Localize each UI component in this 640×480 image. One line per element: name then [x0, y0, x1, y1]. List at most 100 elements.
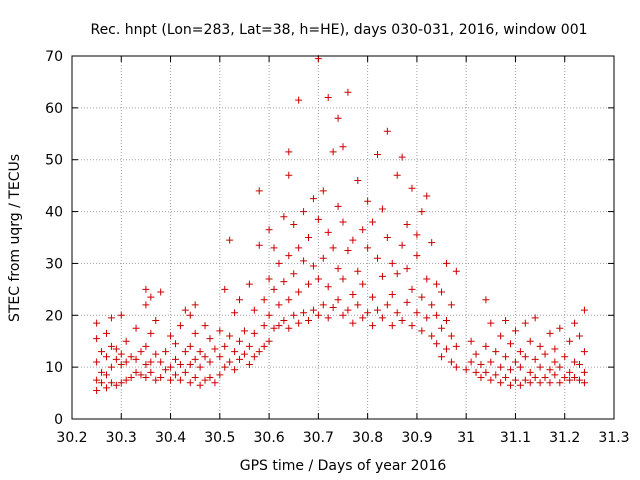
data-point — [255, 187, 263, 195]
y-tick-label: 40 — [45, 205, 63, 221]
y-tick-label: 30 — [45, 256, 63, 272]
data-point — [477, 374, 485, 382]
data-point — [201, 322, 209, 330]
data-point — [349, 291, 357, 299]
data-point — [423, 275, 431, 283]
data-point — [428, 239, 436, 247]
data-point — [186, 311, 194, 319]
data-point — [482, 342, 490, 350]
data-point — [526, 337, 534, 345]
data-point — [373, 254, 381, 262]
data-point — [290, 311, 298, 319]
data-point — [270, 324, 278, 332]
data-point — [344, 306, 352, 314]
data-point — [167, 363, 175, 371]
data-point — [502, 374, 510, 382]
data-point — [507, 381, 515, 389]
data-point — [167, 376, 175, 384]
data-point — [423, 192, 431, 200]
data-point — [285, 148, 293, 156]
data-point — [300, 257, 308, 265]
data-point — [137, 348, 145, 356]
data-point — [344, 246, 352, 254]
data-point — [191, 301, 199, 309]
data-point — [216, 371, 224, 379]
data-point — [102, 353, 110, 361]
data-point — [112, 355, 120, 363]
data-point — [290, 270, 298, 278]
y-tick-label: 50 — [45, 153, 63, 169]
data-point — [383, 301, 391, 309]
data-point — [250, 329, 258, 337]
data-point — [378, 314, 386, 322]
data-point — [117, 361, 125, 369]
data-point — [329, 244, 337, 252]
data-point — [551, 371, 559, 379]
data-point — [526, 368, 534, 376]
data-point — [511, 358, 519, 366]
data-point — [428, 301, 436, 309]
data-point — [521, 353, 529, 361]
data-point — [201, 353, 209, 361]
data-point — [260, 296, 268, 304]
data-point — [447, 358, 455, 366]
data-point — [280, 278, 288, 286]
data-point — [206, 358, 214, 366]
data-point — [206, 374, 214, 382]
data-point — [369, 322, 377, 330]
data-point — [265, 337, 273, 345]
data-point — [418, 327, 426, 335]
data-point — [393, 171, 401, 179]
data-point — [403, 221, 411, 229]
data-point — [423, 314, 431, 322]
data-point — [536, 363, 544, 371]
data-point — [300, 208, 308, 216]
data-point — [334, 202, 342, 210]
x-tick-label: 30.3 — [106, 430, 137, 446]
data-point — [147, 293, 155, 301]
data-point — [566, 376, 574, 384]
data-point — [576, 332, 584, 340]
data-point — [226, 332, 234, 340]
data-point — [556, 379, 564, 387]
data-point — [334, 265, 342, 273]
data-point — [551, 345, 559, 353]
data-point — [482, 368, 490, 376]
data-point — [265, 275, 273, 283]
data-point — [221, 363, 229, 371]
data-point — [433, 311, 441, 319]
data-point — [329, 148, 337, 156]
data-point — [349, 236, 357, 244]
data-point — [181, 306, 189, 314]
data-point — [236, 355, 244, 363]
data-point — [216, 327, 224, 335]
data-point — [98, 379, 106, 387]
data-point — [576, 361, 584, 369]
y-tick-label: 0 — [54, 412, 63, 428]
data-point — [319, 187, 327, 195]
data-point — [255, 241, 263, 249]
data-point — [507, 340, 515, 348]
data-point — [324, 228, 332, 236]
data-point — [211, 345, 219, 353]
y-tick-label: 10 — [45, 360, 63, 376]
data-point — [137, 371, 145, 379]
plot-frame — [71, 55, 615, 420]
data-point — [285, 296, 293, 304]
data-point — [339, 143, 347, 151]
data-point — [305, 280, 313, 288]
data-point — [438, 288, 446, 296]
data-point — [511, 327, 519, 335]
data-point — [546, 379, 554, 387]
data-point — [191, 374, 199, 382]
data-point — [556, 324, 564, 332]
data-point — [255, 348, 263, 356]
data-point — [556, 363, 564, 371]
data-point — [319, 254, 327, 262]
data-point — [398, 153, 406, 161]
x-tick-label: 30.2 — [56, 430, 87, 446]
data-point — [531, 314, 539, 322]
data-point — [344, 88, 352, 96]
data-point — [561, 374, 569, 382]
